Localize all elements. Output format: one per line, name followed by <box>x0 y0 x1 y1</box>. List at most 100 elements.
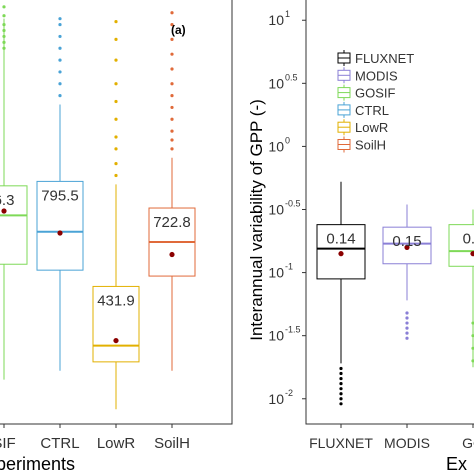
y-tick-base: 10 <box>268 138 284 154</box>
legend-key <box>337 50 351 66</box>
box-body <box>448 224 474 267</box>
outlier-point <box>339 387 343 391</box>
outlier-point <box>114 162 118 166</box>
legend-label: SoilH <box>355 138 386 153</box>
outlier-point <box>339 392 343 396</box>
mean-label: 722.8 <box>153 214 191 231</box>
outlier-point <box>58 58 62 62</box>
box-modis: 0.15 <box>382 204 432 340</box>
legend-key <box>337 136 351 153</box>
outlier-point <box>114 173 118 178</box>
y-tick-exponent: 1 <box>285 9 290 19</box>
outlier-point <box>58 93 62 98</box>
box-sif: 6.3 <box>0 5 28 380</box>
mean-point <box>470 251 474 257</box>
outlier-point <box>339 376 343 381</box>
mean-point <box>338 251 344 257</box>
mean-label: 0.14 <box>326 231 355 248</box>
mean-label: 6.3 <box>0 192 14 209</box>
legend: FLUXNET MODIS GOSIF CTRL LowR SoilH <box>337 50 414 153</box>
x-axis-title: periments <box>0 454 75 474</box>
plot-frame <box>0 0 233 425</box>
mean-point <box>169 251 175 258</box>
outlier-point <box>58 22 62 27</box>
outlier-point <box>405 326 409 330</box>
outlier-point <box>58 82 62 86</box>
outlier-point <box>170 129 174 133</box>
outlier-point <box>170 82 174 86</box>
outlier-point <box>405 336 409 340</box>
outlier-point <box>170 22 174 27</box>
panel-label: (a) <box>171 23 186 37</box>
box-soilh: 722.8 <box>148 11 196 371</box>
outlier-point <box>114 82 118 86</box>
outlier-point <box>58 46 62 50</box>
legend-label: LowR <box>355 120 388 135</box>
legend-key <box>337 84 351 101</box>
outlier-point <box>405 331 409 335</box>
outlier-point <box>114 58 118 62</box>
y-tick-exponent: -2 <box>285 388 293 398</box>
box-body <box>0 185 28 265</box>
outlier-point <box>2 22 6 27</box>
x-tick-label: LowR <box>97 435 136 452</box>
left-chart-panel: 6.3 795.5 431.9 722.8 SIF CTRL LowR SoilH (a) per… <box>0 0 233 474</box>
mean-label: 0.15 <box>392 233 421 250</box>
outlier-point <box>471 321 474 325</box>
y-tick-exponent: 0 <box>285 135 290 145</box>
outlier-point <box>58 34 62 39</box>
mean-label: 431.9 <box>97 292 135 309</box>
x-tick-label: SoilH <box>154 435 190 452</box>
outlier-point <box>114 135 118 139</box>
legend-key <box>337 119 351 136</box>
box-body <box>36 180 84 271</box>
x-tick-label: GO <box>462 435 474 451</box>
mean-point <box>57 230 63 236</box>
outlier-point <box>2 5 6 9</box>
box-fluxnet: 0.14 <box>316 181 366 406</box>
outlier-point <box>114 117 118 121</box>
box-lowr: 431.9 <box>92 20 140 410</box>
outlier-point <box>58 17 62 21</box>
mean-label: 795.5 <box>41 187 79 204</box>
outlier-point <box>339 402 343 406</box>
outlier-point <box>170 117 174 121</box>
y-tick-base: 10 <box>268 265 284 281</box>
y-tick-base: 10 <box>268 328 284 344</box>
outlier-point <box>114 99 118 104</box>
y-tick-exponent: -0.5 <box>285 199 301 209</box>
outlier-point <box>170 37 174 41</box>
box-body <box>92 285 140 363</box>
box-go: 0.1 <box>448 209 474 368</box>
right-chart-panel: 10 110 0.510 010 -0.510 -110 -1.510 -20.14 0.15 0… <box>247 0 474 474</box>
outlier-point <box>2 46 6 50</box>
x-tick-label: FLUXNET <box>309 435 373 451</box>
outlier-point <box>170 105 174 110</box>
outlier-point <box>114 37 118 41</box>
y-axis-title: Interannual variability of GPP (-) <box>247 99 266 341</box>
outlier-point <box>170 52 174 56</box>
outlier-point <box>405 311 409 315</box>
outlier-point <box>170 147 174 151</box>
y-tick-base: 10 <box>268 12 284 28</box>
outlier-point <box>170 138 174 142</box>
legend-label: CTRL <box>355 103 389 118</box>
outlier-point <box>170 67 174 71</box>
outlier-point <box>339 382 343 386</box>
y-tick-exponent: -1 <box>285 262 293 272</box>
x-tick-label: SIF <box>0 435 16 452</box>
outlier-point <box>170 11 174 15</box>
outlier-point <box>114 20 118 24</box>
outlier-point <box>2 14 6 18</box>
mean-point <box>1 208 7 214</box>
outlier-point <box>339 366 343 371</box>
outlier-point <box>471 334 474 338</box>
outlier-point <box>405 321 409 325</box>
y-tick-exponent: 0.5 <box>285 72 298 82</box>
outlier-point <box>471 359 474 363</box>
outlier-point <box>2 40 6 44</box>
y-tick-base: 10 <box>268 202 284 218</box>
mean-point <box>404 244 410 250</box>
outlier-point <box>405 316 409 320</box>
